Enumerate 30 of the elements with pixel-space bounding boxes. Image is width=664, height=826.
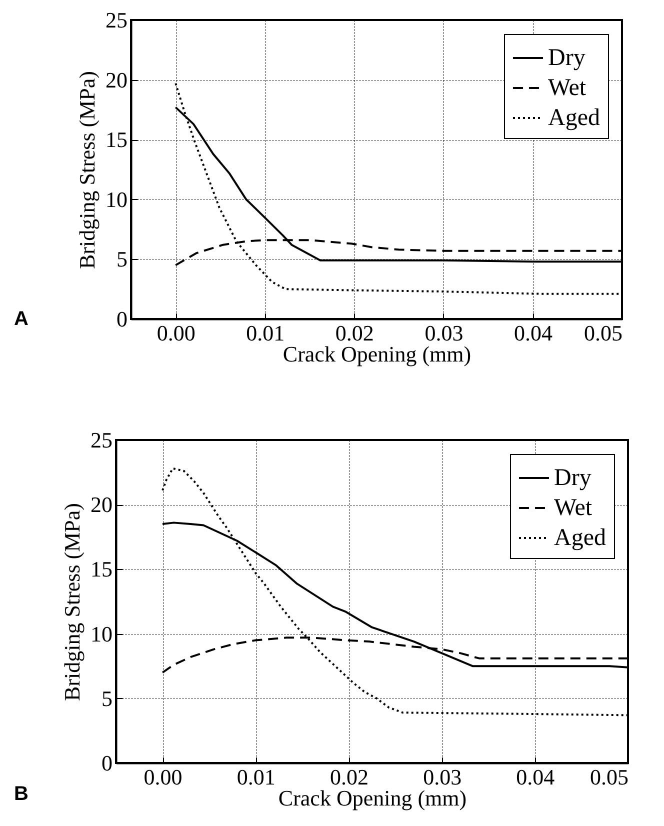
legend-label: Wet: [554, 495, 592, 521]
legend-label: Aged: [548, 105, 600, 131]
text: B: [14, 783, 28, 806]
legend-label: Wet: [548, 75, 586, 101]
x-tick-label: 0.04: [516, 764, 555, 790]
y-tick-label: 5: [102, 686, 112, 711]
y-tick-label: 25: [90, 428, 112, 452]
y-tick-label: 10: [106, 186, 128, 212]
y-tick-label: 25: [106, 8, 128, 32]
y-tick-label: 10: [90, 621, 112, 646]
text: A: [14, 308, 28, 331]
legend-label: Dry: [554, 465, 592, 491]
y-tick-label: 15: [90, 556, 112, 582]
y-tick-label: 0: [102, 750, 112, 776]
x-tick-label: 0.00: [144, 764, 182, 790]
x-tick-label: 0.05: [590, 764, 628, 790]
y-tick-label: 5: [116, 246, 128, 272]
y-axis-title: Bridging Stress (MPa): [60, 503, 84, 701]
y-tick-label: 20: [106, 67, 128, 92]
x-tick-label: 0.01: [236, 764, 276, 790]
x-tick-label: 0.01: [246, 320, 285, 346]
x-tick-label: 0.05: [584, 320, 622, 346]
y-tick-label: 15: [106, 127, 128, 152]
legend-label: Aged: [554, 525, 606, 551]
x-tick-label: 0.04: [514, 320, 552, 346]
y-tick-label: 0: [116, 306, 128, 332]
y-axis-title: Bridging Stress (MPa): [74, 71, 100, 269]
legend-label: Dry: [548, 45, 586, 71]
x-tick-label: 0.00: [156, 320, 196, 346]
y-tick-label: 20: [90, 492, 112, 518]
